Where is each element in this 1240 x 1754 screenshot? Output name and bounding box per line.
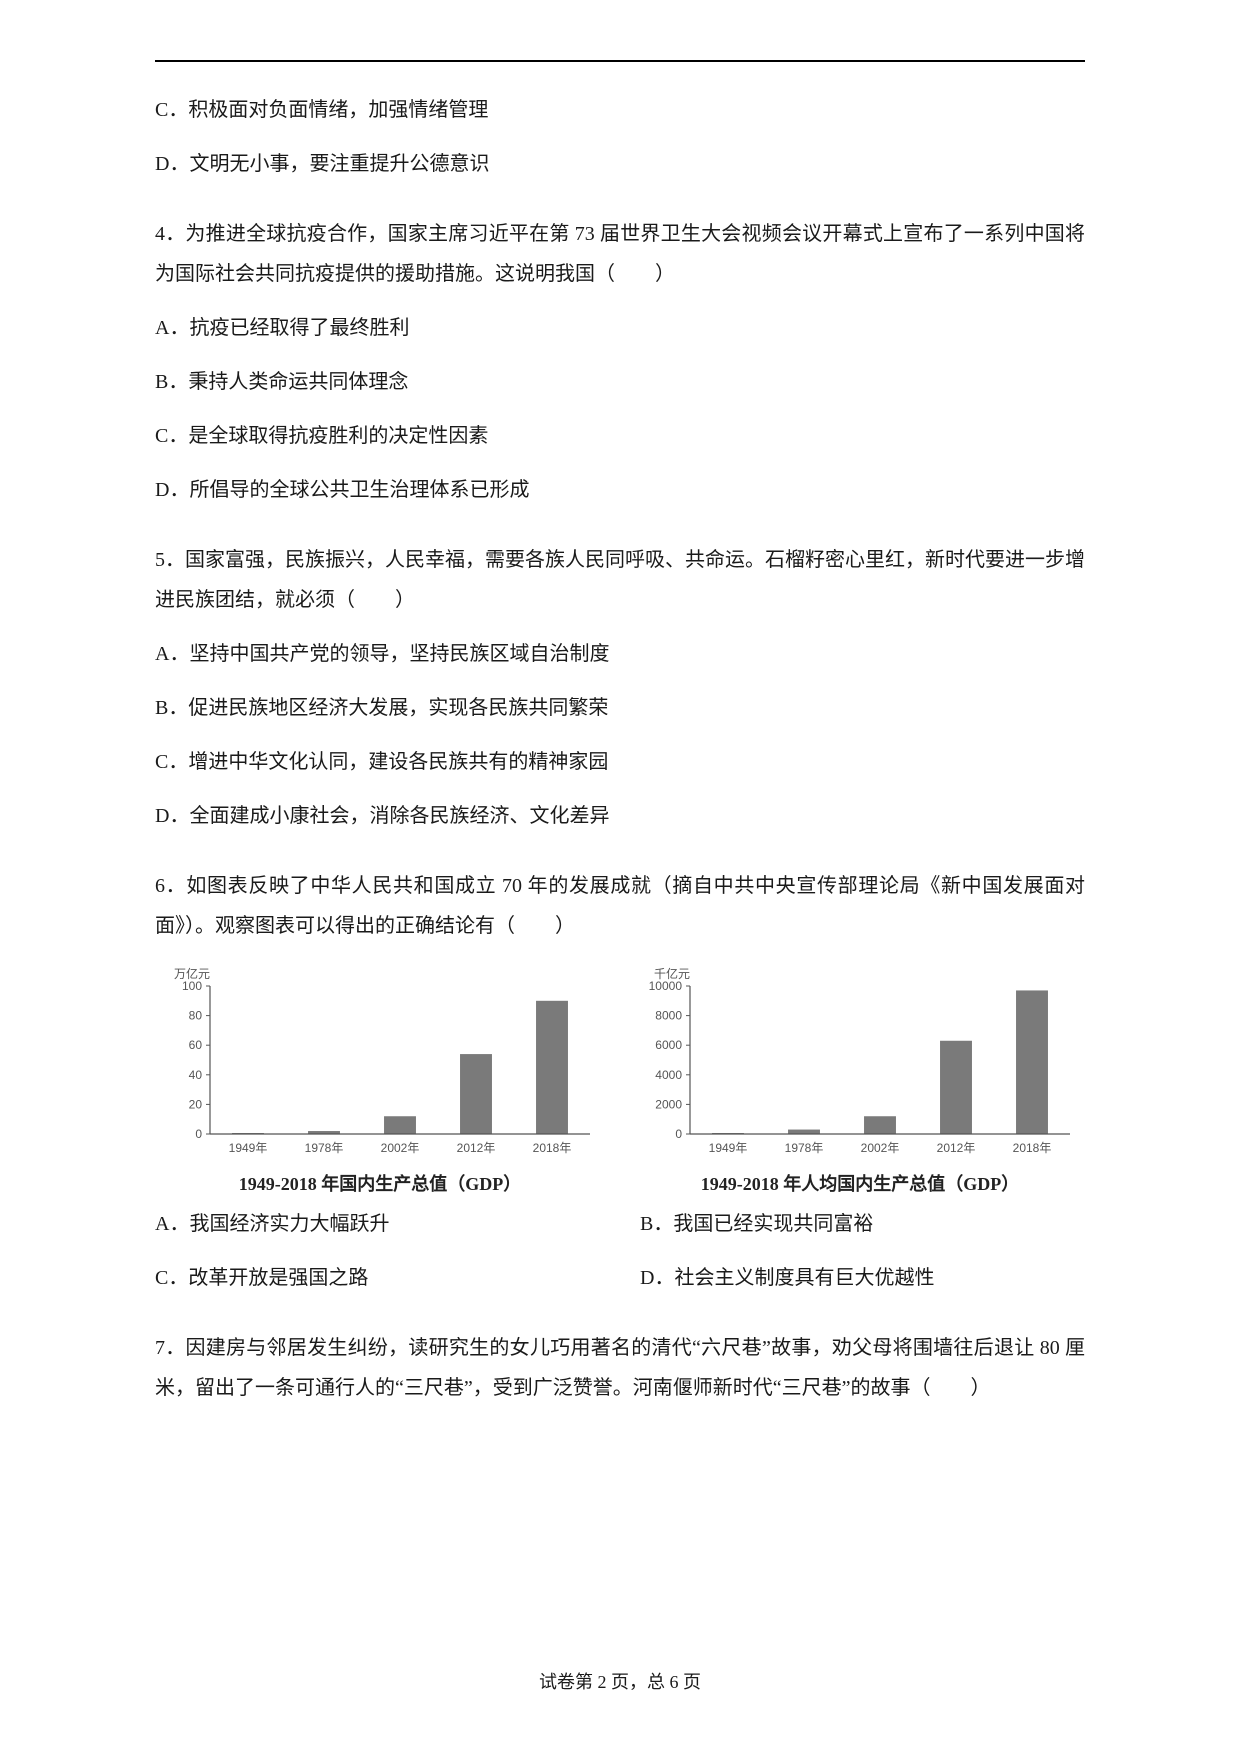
q5-option-a: A．坚持中国共产党的领导，坚持民族区域自治制度 — [155, 634, 1085, 674]
top-rule — [155, 60, 1085, 62]
svg-text:2012年: 2012年 — [457, 1141, 496, 1155]
q4-option-c: C．是全球取得抗疫胜利的决定性因素 — [155, 416, 1085, 456]
q7-stem: 7．因建房与邻居发生纠纷，读研究生的女儿巧用著名的清代“六尺巷”故事，劝父母将围… — [155, 1328, 1085, 1408]
svg-text:2018年: 2018年 — [533, 1141, 572, 1155]
q6-option-d: D．社会主义制度具有巨大优越性 — [640, 1258, 1085, 1298]
svg-text:0: 0 — [195, 1127, 202, 1141]
q3-option-c: C．积极面对负面情绪，加强情绪管理 — [155, 90, 1085, 130]
svg-text:80: 80 — [189, 1009, 203, 1023]
svg-text:20: 20 — [189, 1097, 203, 1111]
svg-text:1949年: 1949年 — [709, 1141, 748, 1155]
q4-option-d: D．所倡导的全球公共卫生治理体系已形成 — [155, 470, 1085, 510]
svg-text:2002年: 2002年 — [861, 1141, 900, 1155]
q5-option-d: D．全面建成小康社会，消除各民族经济、文化差异 — [155, 796, 1085, 836]
q6-option-a: A．我国经济实力大幅跃升 — [155, 1204, 600, 1244]
svg-text:2018年: 2018年 — [1013, 1141, 1052, 1155]
q4-stem: 4．为推进全球抗疫合作，国家主席习近平在第 73 届世界卫生大会视频会议开幕式上… — [155, 214, 1085, 294]
q6-option-c: C．改革开放是强国之路 — [155, 1258, 600, 1298]
svg-text:60: 60 — [189, 1038, 203, 1052]
chart-gdp-total-svg: 0 20 40 60 80 100万亿元 1949年 1978年 2002年 2012年 2018年 — [155, 964, 605, 1164]
svg-text:2002年: 2002年 — [381, 1141, 420, 1155]
q5-option-b: B．促进民族地区经济大发展，实现各民族共同繁荣 — [155, 688, 1085, 728]
q5-stem: 5．国家富强，民族振兴，人民幸福，需要各族人民同呼吸、共命运。石榴籽密心里红，新… — [155, 540, 1085, 620]
q4-option-a: A．抗疫已经取得了最终胜利 — [155, 308, 1085, 348]
svg-text:4000: 4000 — [655, 1068, 682, 1082]
chart1-caption: 1949-2018 年国内生产总值（GDP） — [155, 1170, 605, 1196]
page-footer: 试卷第 2 页，总 6 页 — [0, 1668, 1240, 1694]
exam-page: C．积极面对负面情绪，加强情绪管理 D．文明无小事，要注重提升公德意识 4．为推… — [0, 0, 1240, 1462]
svg-text:0: 0 — [675, 1127, 682, 1141]
q4-option-b: B．秉持人类命运共同体理念 — [155, 362, 1085, 402]
svg-text:40: 40 — [189, 1068, 203, 1082]
svg-text:8000: 8000 — [655, 1009, 682, 1023]
svg-text:2000: 2000 — [655, 1097, 682, 1111]
svg-text:1949年: 1949年 — [229, 1141, 268, 1155]
q6-option-b: B．我国已经实现共同富裕 — [640, 1204, 1085, 1244]
chart-gdp-percap: 0 2000 4000 6000 8000 10000千亿元 1949年 1978年 2002年… — [635, 964, 1085, 1196]
chart-gdp-percap-svg: 0 2000 4000 6000 8000 10000千亿元 1949年 1978年 2002年… — [635, 964, 1085, 1164]
svg-text:100: 100 — [182, 979, 202, 993]
q5-option-c: C．增进中华文化认同，建设各民族共有的精神家园 — [155, 742, 1085, 782]
svg-text:万亿元: 万亿元 — [174, 966, 210, 981]
svg-text:1978年: 1978年 — [305, 1141, 344, 1155]
svg-text:1978年: 1978年 — [785, 1141, 824, 1155]
chart-gdp-total: 0 20 40 60 80 100万亿元 1949年 1978年 2002年 2012年 2018年… — [155, 964, 605, 1196]
svg-text:2012年: 2012年 — [937, 1141, 976, 1155]
q6-stem: 6．如图表反映了中华人民共和国成立 70 年的发展成就（摘自中共中央宣传部理论局… — [155, 866, 1085, 946]
q3-option-d: D．文明无小事，要注重提升公德意识 — [155, 144, 1085, 184]
svg-text:10000: 10000 — [649, 979, 683, 993]
chart2-caption: 1949-2018 年人均国内生产总值（GDP） — [635, 1170, 1085, 1196]
charts-row: 0 20 40 60 80 100万亿元 1949年 1978年 2002年 2012年 2018年… — [155, 964, 1085, 1196]
svg-text:6000: 6000 — [655, 1038, 682, 1052]
svg-text:千亿元: 千亿元 — [654, 966, 690, 981]
